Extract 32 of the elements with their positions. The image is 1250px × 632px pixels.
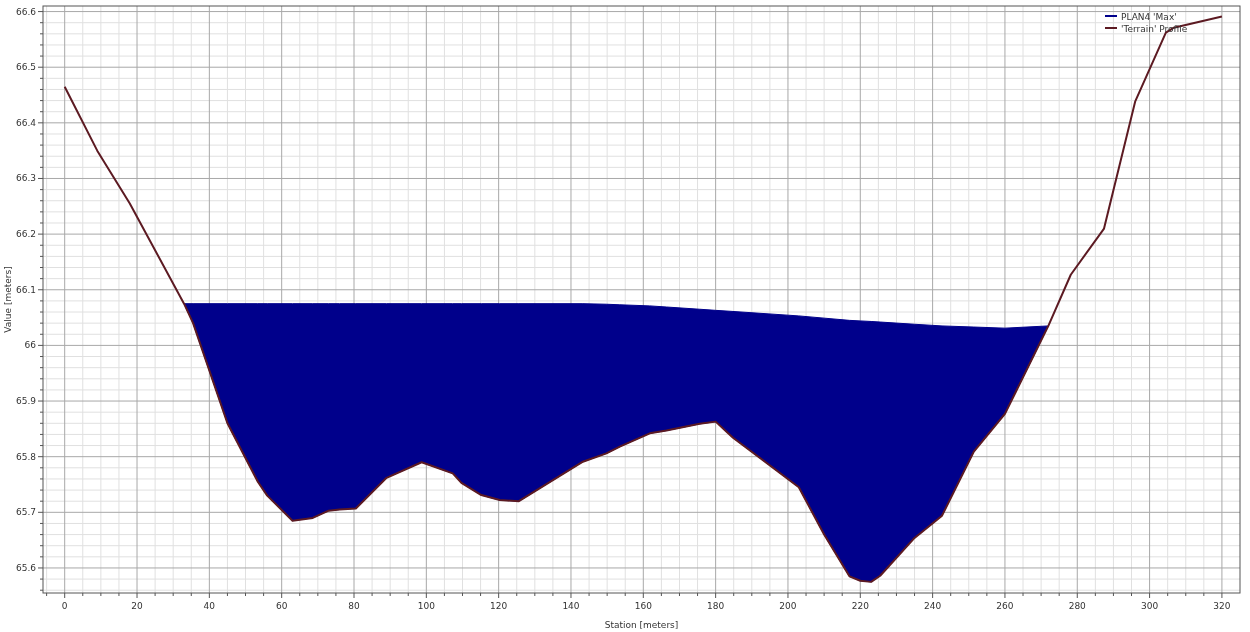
x-tick-label: 200 xyxy=(779,601,797,611)
y-tick-label: 65.8 xyxy=(15,451,37,462)
x-tick-label: 300 xyxy=(1141,601,1159,611)
legend-label: PLAN4 'Max' xyxy=(1121,11,1177,22)
y-tick-label: 66.6 xyxy=(15,6,37,17)
x-tick-label: 220 xyxy=(851,601,870,611)
x-tick-label: 180 xyxy=(707,601,725,611)
y-tick-label: 66.4 xyxy=(15,117,37,128)
x-tick-label: 240 xyxy=(924,601,942,611)
x-tick-label: 20 xyxy=(131,601,144,611)
y-tick-label: 66.2 xyxy=(15,229,36,240)
y-tick-label: 65.9 xyxy=(15,396,37,407)
y-tick-label: 66.3 xyxy=(15,173,36,184)
x-tick-label: 100 xyxy=(417,601,436,611)
x-tick-label: 40 xyxy=(203,601,216,611)
x-axis-title: Station [meters] xyxy=(604,620,679,630)
x-tick-label: 0 xyxy=(61,601,68,611)
x-tick-label: 260 xyxy=(996,601,1014,611)
y-tick-label: 66.5 xyxy=(15,62,36,73)
x-tick-label: 320 xyxy=(1213,601,1231,611)
line-series xyxy=(63,15,1223,583)
y-tick-label: 65.7 xyxy=(15,507,36,518)
y-axis-title: Value [meters] xyxy=(3,266,13,333)
x-tick-label: 120 xyxy=(490,601,508,611)
x-tick-label: 80 xyxy=(348,601,360,611)
x-tick-label: 60 xyxy=(275,601,288,611)
x-tick-label: 140 xyxy=(562,601,580,611)
x-tick-label: 280 xyxy=(1068,601,1087,611)
x-tick-label: 160 xyxy=(634,601,653,611)
y-tick-label: 65.6 xyxy=(15,562,37,573)
y-tick-label: 66 xyxy=(24,340,37,351)
y-tick-label: 66.1 xyxy=(15,284,36,295)
